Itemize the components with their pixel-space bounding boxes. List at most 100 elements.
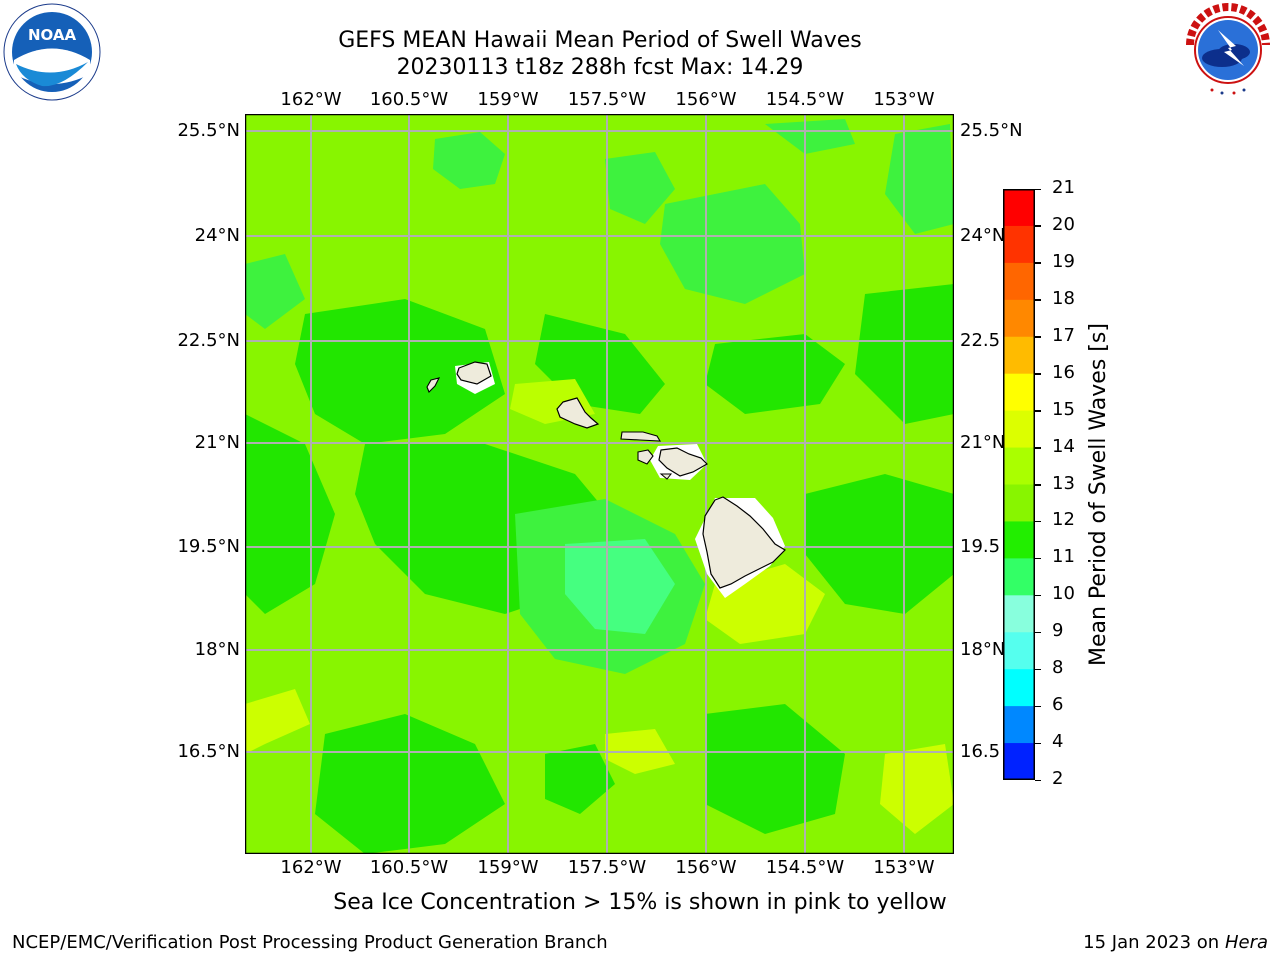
map-panel (245, 114, 954, 854)
footer-machine: Hera (1224, 932, 1268, 953)
field-patch (885, 124, 954, 234)
island-hawaii (702, 496, 786, 589)
graticule (245, 114, 954, 854)
colorbar-segment (1003, 447, 1035, 485)
noaa-logo-text: NOAA (28, 26, 77, 44)
field-patch (805, 474, 954, 614)
longitude-label-bottom: 156°W (675, 857, 737, 878)
island-niihau (426, 377, 441, 393)
colorbar-segment (1003, 632, 1035, 670)
colorbar-tick-label: 14 (1052, 435, 1075, 457)
longitude-label-top: 162°W (280, 89, 342, 110)
field-patch (295, 299, 505, 444)
field-patch (545, 744, 615, 814)
colorbar-tick-mark (1035, 594, 1041, 597)
colorbar-tick-label: 20 (1052, 213, 1075, 235)
colorbar-segment (1003, 262, 1035, 301)
colorbar-tick-label: 17 (1052, 324, 1075, 346)
longitude-label-bottom: 162°W (280, 857, 342, 878)
field-patch (605, 152, 675, 224)
field-patch (660, 184, 805, 304)
latitude-label-left: 22.5°N (177, 330, 240, 351)
colorbar-segment (1003, 189, 1035, 227)
field-patch (765, 119, 855, 154)
hawaiian-islands (426, 361, 786, 598)
longitude-label-top: 156°W (675, 89, 737, 110)
field-patch (705, 334, 845, 414)
colorbar-tick-mark (1035, 188, 1041, 190)
colorbar-tick-label: 9 (1052, 620, 1064, 642)
colorbar-tick-mark (1035, 779, 1041, 781)
colorbar-tick-label: 21 (1052, 177, 1075, 198)
sea-ice-note: Sea Ice Concentration > 15% is shown in … (333, 890, 947, 915)
footer-branch: NCEP/EMC/Verification Post Processing Pr… (12, 932, 608, 953)
field-patch (880, 744, 954, 834)
latitude-label-right: 25.5°N (960, 120, 1023, 141)
field-patch (565, 539, 675, 634)
longitude-label-top: 160.5°W (369, 89, 449, 110)
colorbar-tick-label: 11 (1052, 546, 1075, 568)
colorbar-segment (1003, 558, 1035, 596)
colorbar-tick-mark (1035, 225, 1041, 227)
latitude-label-left: 19.5°N (177, 536, 240, 557)
island-molokai (620, 431, 662, 442)
longitude-label-bottom: 159°W (477, 857, 539, 878)
island-oahu (556, 397, 600, 429)
longitude-label-top: 159°W (477, 89, 539, 110)
colorbar-tick-mark (1035, 520, 1041, 523)
longitude-label-top: 153°W (873, 89, 935, 110)
latitude-label-right: 22.5 (960, 330, 1001, 351)
colorbar-segment (1003, 225, 1035, 264)
colorbar-tick-label: 6 (1052, 694, 1064, 716)
colorbar-tick-mark (1035, 557, 1041, 560)
longitude-label-bottom: 154.5°W (765, 857, 845, 878)
colorbar-tick-mark (1035, 447, 1041, 449)
island-kahoolawe (659, 473, 673, 480)
colorbar-segment (1003, 595, 1035, 633)
colorbar-tick-mark (1035, 410, 1041, 412)
swell-period-field (245, 119, 954, 854)
colorbar-segment (1003, 299, 1035, 338)
latitude-label-right: 21°N (960, 432, 1006, 453)
colorbar-tick-label: 12 (1052, 509, 1075, 531)
field-patch (705, 704, 845, 834)
colorbar-tick-mark (1035, 742, 1041, 745)
island-maui (658, 447, 708, 477)
colorbar-tick-mark (1035, 262, 1041, 264)
longitude-label-top: 154.5°W (765, 89, 845, 110)
colorbar-segment (1003, 373, 1035, 412)
island-kauai (456, 361, 492, 385)
latitude-label-right: 18°N (960, 639, 1006, 660)
longitude-label-bottom: 157.5°W (567, 857, 647, 878)
colorbar-tick-mark (1035, 484, 1041, 486)
colorbar-tick-mark (1035, 336, 1041, 338)
colorbar-tick-label: 4 (1052, 731, 1064, 753)
field-patch (245, 254, 305, 329)
colorbar-tick-mark (1035, 668, 1041, 671)
colorbar-segment (1003, 336, 1035, 375)
colorbar-tick-label: 18 (1052, 287, 1075, 309)
field-patch (245, 689, 310, 754)
colorbar-segment (1003, 743, 1035, 780)
colorbar-tick-mark (1035, 299, 1041, 301)
latitude-label-left: 24°N (194, 225, 240, 246)
colorbar-segment (1003, 669, 1035, 707)
colorbar-tick-label: 13 (1052, 472, 1075, 494)
latitude-label-left: 21°N (194, 432, 240, 453)
colorbar-tick-label: 2 (1052, 768, 1064, 789)
chart-title: GEFS MEAN Hawaii Mean Period of Swell Wa… (338, 28, 862, 53)
field-patch (433, 132, 505, 189)
colorbar (1003, 189, 1035, 780)
colorbar-tick-mark (1035, 705, 1041, 708)
chart-subtitle: 20230113 t18z 288h fcst Max: 14.29 (396, 55, 804, 80)
colorbar-segment (1003, 484, 1035, 522)
longitude-label-top: 157.5°W (567, 89, 647, 110)
footer-date: 15 Jan 2023 on Hera (1083, 932, 1268, 954)
latitude-label-left: 16.5°N (177, 741, 240, 762)
colorbar-segment (1003, 706, 1035, 744)
latitude-label-right: 24°N (960, 225, 1006, 246)
longitude-label-bottom: 153°W (873, 857, 935, 878)
latitude-label-left: 18°N (194, 639, 240, 660)
colorbar-tick-label: 8 (1052, 657, 1064, 679)
colorbar-label: Mean Period of Swell Waves [s] (1086, 323, 1111, 666)
